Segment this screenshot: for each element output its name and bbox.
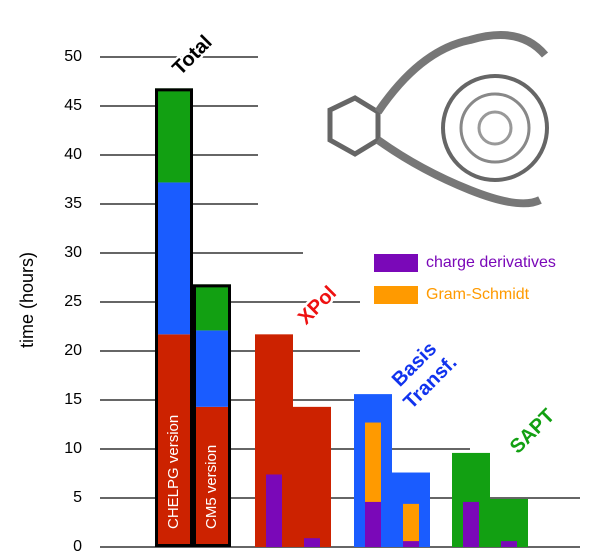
legend-label: charge derivatives: [426, 254, 556, 271]
bar-label: CHELPG version: [165, 415, 182, 529]
inner-bar: [403, 541, 419, 547]
bar-segment: [193, 284, 231, 330]
inner-bar: [266, 474, 282, 547]
group-label: SAPT: [506, 405, 559, 458]
y-tick-label: 35: [64, 195, 82, 212]
y-tick-label: 40: [64, 146, 82, 163]
group-label: XPol: [294, 282, 341, 329]
bar-segment: [193, 330, 231, 406]
y-tick-label: 10: [64, 440, 82, 457]
chart: time (hours) 0 5 10 15 20 25 30 35 40 45 50 CHELPG …: [0, 0, 592, 554]
bar-segment: [155, 182, 193, 334]
bar-label: CM5 version: [203, 445, 220, 529]
y-tick-label: 20: [64, 342, 82, 359]
legend-swatch: [374, 286, 418, 304]
inner-bar: [304, 538, 320, 547]
molecule-illustration: [330, 35, 547, 203]
y-axis-label: time (hours): [17, 252, 37, 348]
inner-bar: [501, 541, 517, 547]
y-tick-label: 5: [73, 489, 82, 506]
y-tick-label: 30: [64, 244, 82, 261]
y-tick-label: 15: [64, 391, 82, 408]
y-tick-label: 50: [64, 48, 82, 65]
y-tick-label: 45: [64, 97, 82, 114]
y-tick-label: 0: [73, 538, 82, 554]
bar-segment: [293, 407, 331, 547]
group-label: Total: [168, 31, 216, 79]
y-tick-label: 25: [64, 293, 82, 310]
inner-bar: [403, 504, 419, 547]
inner-bar: [463, 502, 479, 547]
legend-label: Gram-Schmidt: [426, 286, 530, 303]
bar-segment: [490, 499, 528, 547]
legend-swatch: [374, 254, 418, 272]
inner-bar: [365, 502, 381, 547]
bar-segment: [155, 88, 193, 182]
